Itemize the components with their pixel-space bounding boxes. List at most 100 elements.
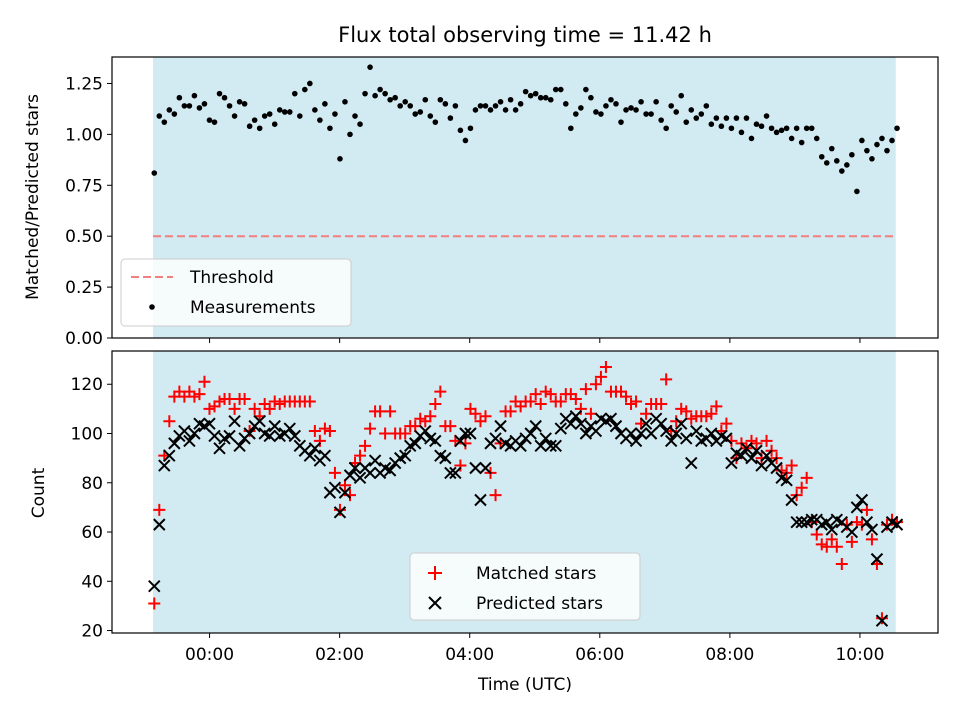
measurement-point	[884, 147, 890, 154]
predicted-star-point	[890, 518, 904, 531]
measurement-point	[879, 135, 885, 142]
predicted-star-point	[850, 501, 864, 514]
bottom-axes-frame	[111, 350, 939, 634]
predicted-star-point	[454, 434, 467, 448]
matched-star-point	[539, 385, 552, 398]
measurement-point	[276, 107, 283, 113]
matched-star-point	[223, 393, 236, 406]
measurement-point	[482, 103, 489, 109]
matched-star-point	[700, 410, 713, 423]
top-y-axis-label: Matched/Predicted stars	[23, 94, 43, 300]
matched-star-point	[328, 466, 341, 479]
measurement-point	[151, 170, 158, 176]
x-tick-label: 02:00	[315, 645, 364, 665]
predicted-star-point	[579, 427, 593, 440]
measurement-point	[422, 96, 429, 103]
predicted-star-point	[740, 442, 753, 455]
predicted-star-point	[845, 525, 859, 539]
measurement-point	[552, 86, 559, 93]
legend-matched-swatch	[428, 566, 442, 580]
predicted-star-point	[479, 461, 492, 475]
predicted-star-point	[353, 471, 367, 485]
predicted-star-point	[449, 466, 462, 480]
measurement-point	[778, 127, 785, 134]
predicted-star-point	[549, 439, 562, 453]
predicted-star-point	[469, 461, 482, 475]
predicted-star-point	[725, 456, 738, 470]
predicted-star-point	[228, 414, 241, 428]
y-tick-label: 60	[81, 523, 103, 543]
x-tick-label: 04:00	[445, 645, 494, 665]
bottom-legend-box	[409, 552, 641, 621]
matched-star-point	[524, 395, 537, 408]
predicted-star-point	[795, 515, 808, 529]
matched-star-point	[544, 388, 557, 401]
predicted-star-point	[569, 410, 583, 423]
measurement-point	[397, 103, 403, 109]
measurement-point	[492, 103, 499, 109]
measurement-point	[452, 103, 459, 109]
predicted-star-point	[263, 429, 276, 443]
measurement-point	[327, 125, 333, 132]
measurement-point	[377, 86, 383, 93]
matched-star-point	[655, 397, 668, 410]
measurement-point	[673, 109, 680, 115]
matched-star-point	[820, 540, 833, 553]
bottom-y-axis-label: Count	[29, 467, 49, 518]
predicted-star-point	[790, 515, 803, 529]
measurement-point	[432, 119, 439, 125]
y-tick-label: 1.25	[65, 74, 103, 94]
y-tick-label: 20	[81, 622, 103, 642]
matched-star-point	[875, 612, 888, 625]
measurement-point	[753, 121, 760, 127]
matched-star-point	[248, 402, 261, 415]
measurement-point	[502, 107, 509, 113]
measurement-point	[226, 103, 233, 109]
predicted-star-point	[544, 439, 557, 453]
measurement-point	[251, 117, 258, 123]
measurement-point	[342, 98, 348, 105]
predicted-star-point	[153, 518, 166, 531]
matched-star-point	[268, 395, 281, 408]
predicted-star-point	[444, 466, 457, 480]
measurement-point	[688, 107, 695, 113]
matched-star-point	[323, 425, 336, 438]
measurement-point	[447, 115, 454, 121]
measurement-point	[437, 96, 444, 103]
matched-star-point	[213, 395, 226, 408]
measurement-point	[788, 135, 795, 142]
measurement-point	[256, 125, 263, 132]
ratio-panel: Flux total observing time = 11.42 h Matc…	[23, 23, 939, 349]
measurement-point	[698, 111, 705, 117]
measurement-point	[593, 109, 599, 115]
bottom-y-ticks: 20 40 60 80 100 120	[71, 375, 112, 642]
matched-star-point	[354, 449, 367, 462]
predicted-star-point	[383, 464, 397, 477]
matched-star-point	[153, 503, 166, 516]
matched-star-point	[469, 407, 482, 420]
matched-star-point	[429, 397, 442, 410]
legend-threshold-label: Threshold	[189, 268, 274, 288]
measurement-point	[818, 153, 825, 160]
matched-star-point	[865, 533, 878, 546]
measurement-point	[407, 103, 414, 109]
predicted-star-point	[659, 424, 673, 438]
predicted-star-point	[770, 461, 783, 475]
measurement-point	[477, 103, 484, 109]
measurement-point	[718, 123, 725, 130]
matched-star-point	[504, 405, 517, 418]
matched-star-point	[830, 540, 843, 553]
measurement-point	[708, 121, 715, 127]
matched-star-point	[399, 427, 412, 440]
measurement-point	[196, 105, 203, 111]
measurement-point	[216, 90, 223, 97]
predicted-star-point	[398, 449, 412, 462]
matched-star-point	[344, 489, 356, 502]
predicted-star-point	[670, 427, 683, 440]
legend-predicted-label: Predicted stars	[476, 594, 603, 614]
measurement-point	[728, 125, 735, 132]
measurement-point	[783, 125, 790, 132]
matched-star-point	[599, 361, 612, 374]
measurement-point	[412, 111, 419, 117]
measurement-point	[392, 94, 398, 101]
